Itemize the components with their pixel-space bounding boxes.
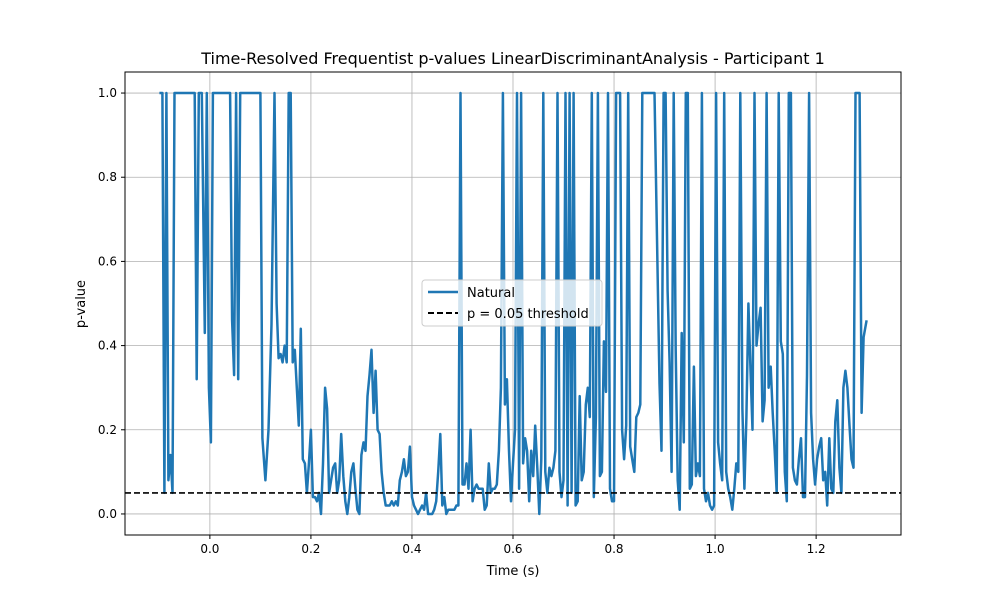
x-tick-label: 1.2 [807,542,826,556]
y-tick-label: 0.2 [98,423,117,437]
y-axis-label: p-value [74,280,89,328]
y-tick-label: 0.4 [98,339,117,353]
x-tick-label: 0.8 [604,542,623,556]
y-axis-ticks: 0.0 0.2 0.4 0.6 0.8 1.0 [98,86,125,521]
chart-title: Time-Resolved Frequentist p-values Linea… [200,49,825,68]
x-axis-label: Time (s) [486,564,540,579]
series-lines [125,91,901,516]
x-axis-ticks: 0.0 0.2 0.4 0.6 0.8 1.0 1.2 [200,535,826,556]
legend: Natural p = 0.05 threshold [421,279,603,327]
x-tick-label: 1.0 [706,542,725,556]
x-tick-label: 0.6 [503,542,522,556]
y-tick-label: 0.6 [98,254,117,268]
legend-box [421,279,603,327]
y-tick-label: 0.8 [98,170,117,184]
x-tick-label: 0.4 [402,542,421,556]
x-tick-label: 0.0 [200,542,219,556]
y-tick-label: 1.0 [98,86,117,100]
legend-label-threshold: p = 0.05 threshold [467,307,589,322]
y-tick-label: 0.0 [98,507,117,521]
series-line-natural [159,91,868,516]
grid-lines [125,72,901,535]
legend-label-natural: Natural [467,286,515,301]
x-tick-label: 0.2 [301,542,320,556]
